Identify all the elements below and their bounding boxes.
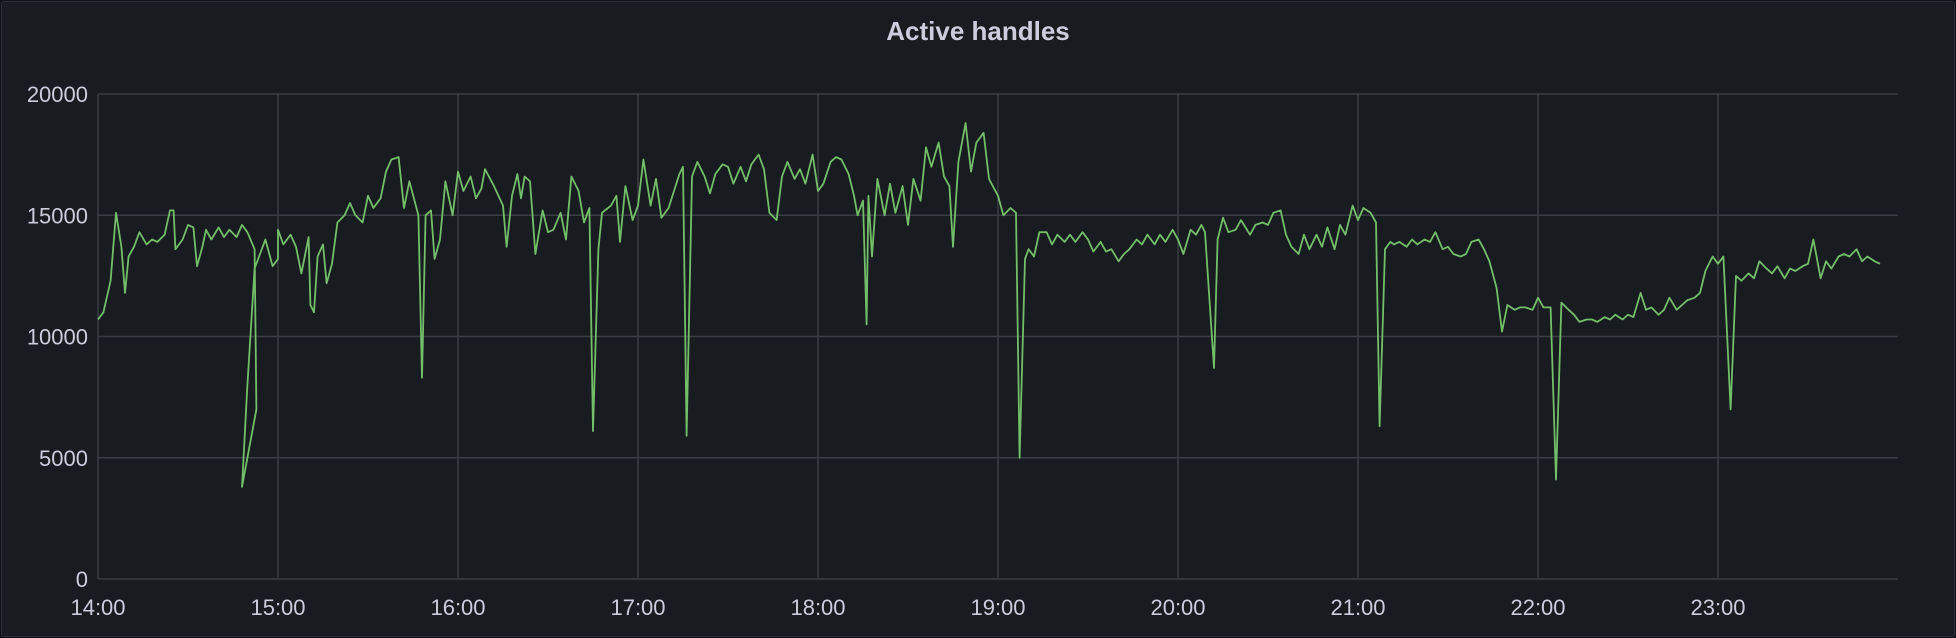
x-tick-label: 17:00 [610, 595, 665, 620]
y-tick-label: 15000 [27, 203, 88, 228]
x-tick-label: 19:00 [970, 595, 1025, 620]
y-tick-label: 5000 [39, 446, 88, 471]
x-tick-label: 15:00 [250, 595, 305, 620]
panel-title: Active handles [886, 16, 1070, 46]
y-tick-label: 0 [76, 567, 88, 592]
x-axis-ticks: 14:00 15:00 16:00 17:00 18:00 19:00 20:00 21:00… [70, 595, 1745, 620]
series-line-active-handles [97, 122, 1881, 488]
x-tick-label: 14:00 [70, 595, 125, 620]
x-tick-label: 21:00 [1330, 595, 1385, 620]
y-tick-label: 20000 [27, 82, 88, 107]
y-tick-label: 10000 [27, 325, 88, 350]
x-tick-label: 20:00 [1150, 595, 1205, 620]
x-tick-label: 22:00 [1510, 595, 1565, 620]
x-tick-label: 18:00 [790, 595, 845, 620]
y-axis-ticks: 0 5000 10000 15000 20000 [27, 82, 88, 592]
x-gridlines [97, 94, 1719, 579]
x-tick-label: 16:00 [430, 595, 485, 620]
x-tick-label: 23:00 [1690, 595, 1745, 620]
